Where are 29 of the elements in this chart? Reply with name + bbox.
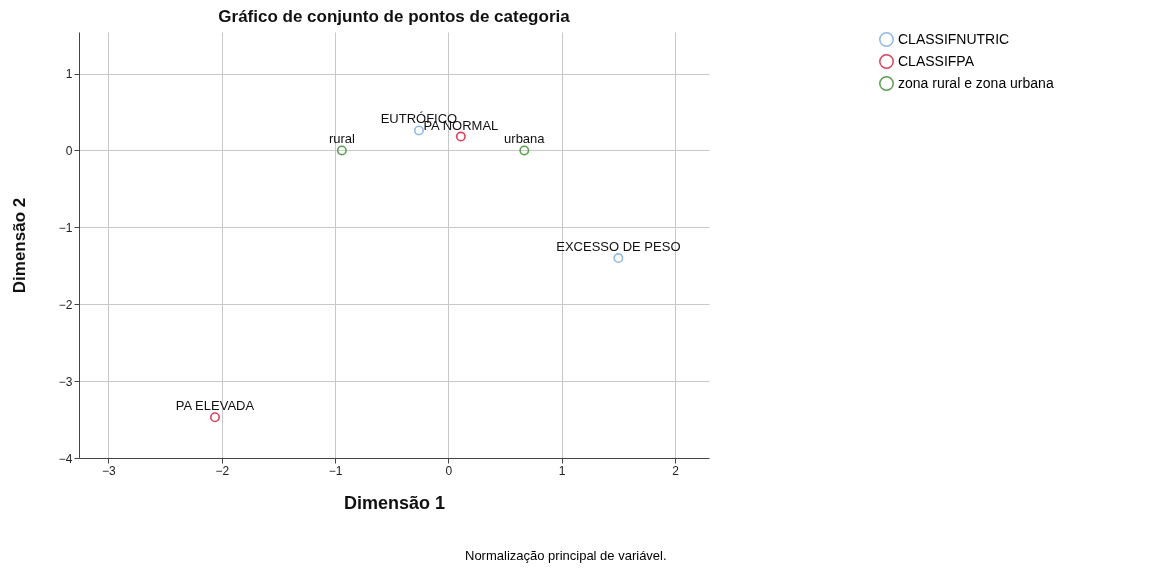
x-tick-label: −3 <box>102 463 117 478</box>
point <box>455 131 466 142</box>
legend-label: CLASSIFNUTRIC <box>898 30 1010 47</box>
text: Normalização principal de variável. <box>465 548 667 563</box>
y-tick-label: −4 <box>58 451 73 466</box>
point <box>413 125 424 136</box>
y-tick-label: 1 <box>65 67 73 82</box>
x-tick-label: −1 <box>328 463 343 478</box>
data-label: EXCESSO DE PESO <box>556 239 681 255</box>
legend-label: zona rural e zona urbana <box>898 74 1054 91</box>
legend-label: CLASSIFPA <box>898 52 975 69</box>
y-tick-label: 0 <box>65 143 73 158</box>
x-tick-label: −2 <box>215 463 230 478</box>
point <box>519 145 530 156</box>
y-tick-label: −1 <box>58 220 73 235</box>
y-tick-label: −3 <box>58 374 73 389</box>
x-tick-label: 0 <box>445 463 453 478</box>
data-label: urbana <box>504 131 546 147</box>
y-axis-title: Dimensão 2 <box>9 197 29 294</box>
x-axis-title: Dimensão 1 <box>343 492 446 513</box>
point <box>613 253 624 264</box>
data-label: PA ELEVADA <box>175 398 255 414</box>
y-tick-label: −2 <box>58 297 73 312</box>
point <box>209 412 220 423</box>
x-tick-label: 1 <box>558 463 566 478</box>
data-label: rural <box>328 131 355 147</box>
chart-title: Gráfico de conjunto de pontos de categoria <box>218 7 571 26</box>
point <box>336 145 347 156</box>
x-tick-label: 2 <box>672 463 680 478</box>
